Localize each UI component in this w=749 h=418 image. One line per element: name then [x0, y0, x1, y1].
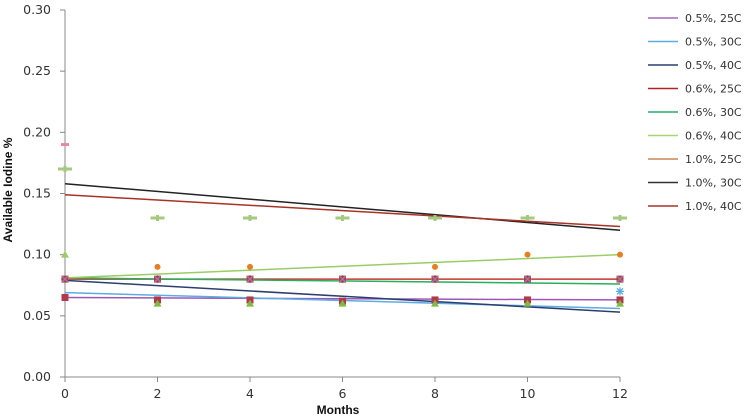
- legend-label: 0.6%, 30C: [685, 106, 742, 119]
- x-tick-label: 0: [61, 386, 69, 401]
- y-tick-label: 0.15: [23, 186, 51, 201]
- x-axis-title: Months: [317, 403, 360, 417]
- data-marker: [431, 299, 439, 307]
- data-marker: [613, 214, 627, 221]
- trendline: [64, 182, 621, 231]
- legend-label: 1.0%, 30C: [685, 177, 742, 190]
- y-tick-label: 0.10: [23, 247, 51, 262]
- data-marker: [246, 275, 254, 283]
- data-marker: [524, 251, 531, 258]
- legend-label: 0.5%, 25C: [685, 12, 742, 25]
- data-marker: [338, 299, 347, 307]
- legend-item: 0.6%, 40C: [648, 130, 742, 143]
- legend-item: 0.6%, 30C: [648, 106, 742, 119]
- y-tick-label: 0.20: [23, 124, 51, 139]
- trendline: [64, 253, 621, 279]
- data-marker: [339, 275, 346, 283]
- data-marker: [58, 166, 72, 173]
- y-tick-label: 0.25: [23, 63, 51, 78]
- data-marker: [247, 263, 253, 270]
- data-marker: [428, 214, 442, 221]
- data-marker: [523, 299, 532, 307]
- legend-item: 0.5%, 30C: [648, 36, 742, 49]
- legend-label: 0.6%, 25C: [685, 83, 742, 96]
- data-marker: [524, 275, 531, 283]
- data-marker: [61, 250, 69, 258]
- data-marker: [246, 299, 254, 307]
- data-marker: [431, 275, 439, 283]
- legend-label: 1.0%, 40C: [685, 200, 742, 213]
- data-marker: [61, 275, 69, 283]
- x-tick-label: 10: [520, 386, 536, 401]
- data-marker: [150, 214, 165, 221]
- data-marker: [61, 293, 69, 301]
- legend: 0.5%, 25C 0.5%, 30C 0.5%, 40C 0.6%, 25C 0.6%…: [648, 12, 742, 213]
- legend-item: 0.5%, 40C: [648, 59, 742, 72]
- y-tick-label: 0.00: [23, 369, 51, 384]
- x-tick-label: 12: [612, 386, 628, 401]
- y-axis-title: Available Iodine %: [1, 137, 15, 242]
- legend-item: 1.0%, 40C: [648, 200, 742, 213]
- legend-label: 0.5%, 30C: [685, 36, 742, 49]
- data-marker: [154, 263, 161, 270]
- data-marker: [432, 263, 438, 270]
- data-marker: [520, 214, 535, 221]
- data-marker: [616, 287, 624, 296]
- data-marker: [153, 299, 162, 307]
- y-axis: 0.00 0.05 0.10 0.15 0.20 0.25 0.30: [23, 2, 66, 384]
- data-marker: [243, 214, 257, 221]
- trendlines: [64, 182, 621, 313]
- x-axis: 0 2 4 6 8 10 12: [61, 376, 628, 401]
- x-tick-label: 6: [339, 386, 347, 401]
- legend-label: 0.6%, 40C: [685, 130, 742, 143]
- legend-label: 1.0%, 25C: [685, 153, 742, 166]
- legend-item: 0.6%, 25C: [648, 83, 742, 96]
- x-tick-label: 8: [431, 386, 439, 401]
- legend-label: 0.5%, 40C: [685, 59, 742, 72]
- legend-item: 1.0%, 30C: [648, 177, 742, 190]
- x-tick-label: 2: [154, 386, 162, 401]
- trendline: [64, 193, 621, 228]
- trendline: [64, 279, 621, 313]
- data-marker: [616, 275, 624, 283]
- y-tick-label: 0.05: [23, 308, 51, 323]
- data-marker: [617, 251, 623, 258]
- data-marker: [616, 299, 624, 307]
- y-tick-label: 0.30: [23, 2, 51, 17]
- data-marker: [154, 275, 161, 283]
- x-tick-label: 4: [246, 386, 254, 401]
- legend-item: 0.5%, 25C: [648, 12, 742, 25]
- legend-item: 1.0%, 25C: [648, 153, 742, 166]
- data-markers: [58, 143, 627, 307]
- data-marker: [335, 214, 350, 221]
